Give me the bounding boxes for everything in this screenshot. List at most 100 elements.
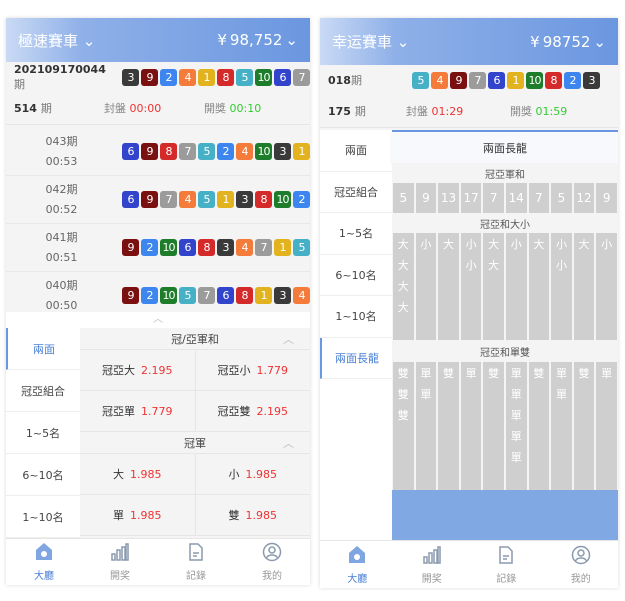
nav-chart-bars[interactable]: 開奖 — [395, 541, 470, 588]
game-title: 幸运賽車 — [332, 33, 393, 51]
sidebar-item[interactable]: 兩面長龍 — [320, 337, 392, 379]
next-period: 175 期 — [328, 105, 366, 118]
section-header[interactable]: 冠/亞軍和 ︿ — [80, 328, 310, 350]
nav-label: 大廳 — [34, 571, 54, 582]
dragon-cell: 大 — [397, 280, 409, 293]
history-period: 042期 — [45, 182, 78, 196]
game-selector[interactable]: 極速賽車 ⌄ — [18, 30, 95, 51]
open-countdown: 開獎 01:59 — [510, 105, 568, 118]
left-phone: 極速賽車 ⌄ ¥98,752 ⌄ 202109170044期 3 9 2 4 1 8 5 10 6… — [6, 18, 310, 585]
chevron-up-icon: ︿ — [283, 436, 294, 450]
ball-4: 4 — [236, 239, 253, 256]
odds-option[interactable]: 大 1.985 — [80, 454, 196, 494]
odds-option[interactable]: 雙 1.985 — [228, 508, 278, 523]
nav-label: 我的 — [262, 571, 282, 582]
sidebar-item[interactable]: 1~10名 — [320, 296, 392, 338]
ball-5: 5 — [198, 143, 215, 160]
dragon-cell: 雙 — [397, 388, 409, 401]
ball-3: 3 — [274, 287, 291, 304]
nav-document[interactable]: 記錄 — [469, 541, 544, 588]
dragon-column: 小 — [596, 233, 617, 340]
odds-option[interactable]: 冠亞大 2.195 — [80, 350, 196, 390]
sidebar-item[interactable]: 6~10名 — [6, 454, 80, 496]
chevron-down-icon: ⌄ — [396, 33, 410, 51]
user-icon — [262, 542, 282, 565]
dragon-cell: 小 — [555, 238, 567, 251]
chevron-down-icon: ⌄ — [593, 32, 606, 51]
ball-7: 7 — [293, 68, 310, 86]
odds-option[interactable]: 冠亞單 1.779 — [80, 391, 196, 431]
chevron-up-icon: ︿ — [283, 332, 294, 346]
dragon-cell: 大 — [488, 238, 500, 251]
nav-label: 我的 — [570, 573, 591, 585]
dragon-cell: 單 — [465, 367, 477, 380]
nav-document[interactable]: 記錄 — [158, 539, 234, 585]
dragon-column: 小小 — [460, 233, 482, 340]
nav-user[interactable]: 我的 — [544, 541, 619, 588]
dragon-cell: 大 — [488, 259, 500, 272]
sidebar-item[interactable]: 1~10名 — [6, 496, 80, 538]
ball-7: 7 — [179, 143, 196, 160]
game-selector[interactable]: 幸运賽車 ⌄ — [332, 31, 409, 52]
balance-selector[interactable]: ¥98,752 ⌄ — [217, 31, 298, 49]
sidebar-item[interactable]: 6~10名 — [320, 255, 392, 296]
odds-option[interactable]: 小 1.985 — [228, 467, 278, 482]
oddeven-grid: 雙雙雙單單雙單雙單單單單單雙單單雙單 — [392, 362, 618, 490]
odds-option[interactable]: 冠亞雙 2.195 — [217, 404, 289, 419]
dragon-column: 單 — [596, 362, 617, 490]
ball-1: 1 — [293, 143, 310, 160]
history-time: 00:53 — [45, 154, 78, 168]
dragon-cell: 雙 — [397, 367, 409, 380]
nav-home[interactable]: 大廳 — [320, 541, 395, 588]
sum-cell: 14 — [505, 183, 527, 213]
dragon-column: 單 — [460, 362, 482, 490]
current-draw: 202109170044期 3 9 2 4 1 8 5 10 6 7 — [6, 62, 310, 92]
history-row: 040期 00:50 9 2 10 5 7 6 8 1 3 4 — [6, 272, 310, 312]
balance-selector[interactable]: ¥98752 ⌄ — [530, 33, 606, 51]
document-icon — [186, 542, 206, 565]
sidebar: 兩面 冠亞組合 1~5名 6~10名 1~10名 兩面長龍 — [320, 130, 392, 540]
tab-long-dragon[interactable]: 兩面長龍 — [392, 130, 618, 163]
ball-10: 10 — [525, 71, 543, 89]
nav-chart-bars[interactable]: 開奖 — [82, 539, 158, 585]
dragon-cell: 雙 — [442, 367, 454, 380]
history-period: 040期 — [45, 278, 78, 292]
ball-8: 8 — [255, 191, 272, 208]
dragon-column: 雙 — [483, 362, 504, 490]
bigsmall-grid: 大大大大小大小小大大小大小小大小 — [392, 233, 618, 340]
sum-cell: 7 — [483, 183, 504, 213]
ball-1: 1 — [274, 239, 291, 256]
sidebar-item[interactable]: 兩面 — [6, 328, 80, 370]
chevron-down-icon: ⌄ — [82, 31, 96, 50]
collapse-toggle[interactable]: ︿ — [6, 312, 310, 328]
ball-2: 2 — [293, 191, 310, 208]
nav-user[interactable]: 我的 — [234, 539, 310, 585]
ball-3: 3 — [274, 143, 291, 160]
sidebar-item[interactable]: 1~5名 — [6, 412, 80, 454]
chart-bars-icon — [422, 545, 442, 568]
document-icon — [496, 545, 516, 568]
section-header[interactable]: 冠軍 ︿ — [80, 432, 310, 454]
ball-5: 5 — [293, 239, 310, 256]
sidebar-item[interactable]: 冠亞組合 — [6, 370, 80, 412]
ball-3: 3 — [236, 191, 253, 208]
sum-cell: 9 — [596, 183, 617, 213]
right-phone: 幸运賽車 ⌄ ¥98752 ⌄ 018期 5 4 9 7 6 1 10 8 2 3 175 期 封盤… — [320, 18, 618, 588]
ball-3: 3 — [582, 71, 600, 89]
game-title: 極速賽車 — [18, 31, 79, 50]
current-period: 202109170044期 — [14, 62, 106, 91]
long-dragon-panel: 兩面長龍 冠亞軍和 5 9 13 17 7 14 7 5 12 9 冠亞和大小 大大大大小大小小大… — [392, 130, 618, 540]
odds-option[interactable]: 冠亞小 1.779 — [217, 363, 289, 378]
dragon-cell: 小 — [465, 259, 477, 272]
sidebar-item[interactable]: 冠亞組合 — [320, 172, 392, 213]
section-title: 冠/亞軍和 — [171, 332, 219, 346]
sidebar-item[interactable]: 1~5名 — [320, 213, 392, 255]
result-balls: 3 9 2 4 1 8 5 10 6 7 — [122, 68, 310, 86]
odds-option[interactable]: 單 1.985 — [80, 495, 196, 535]
nav-home[interactable]: 大廳 — [6, 539, 82, 585]
sidebar: 兩面 冠亞組合 1~5名 6~10名 1~10名 — [6, 328, 80, 538]
ball-6: 6 — [487, 71, 505, 89]
sidebar-item[interactable]: 兩面 — [320, 130, 392, 172]
ball-9: 9 — [141, 191, 158, 208]
bigsmall-label: 冠亞和大小 — [392, 213, 618, 233]
